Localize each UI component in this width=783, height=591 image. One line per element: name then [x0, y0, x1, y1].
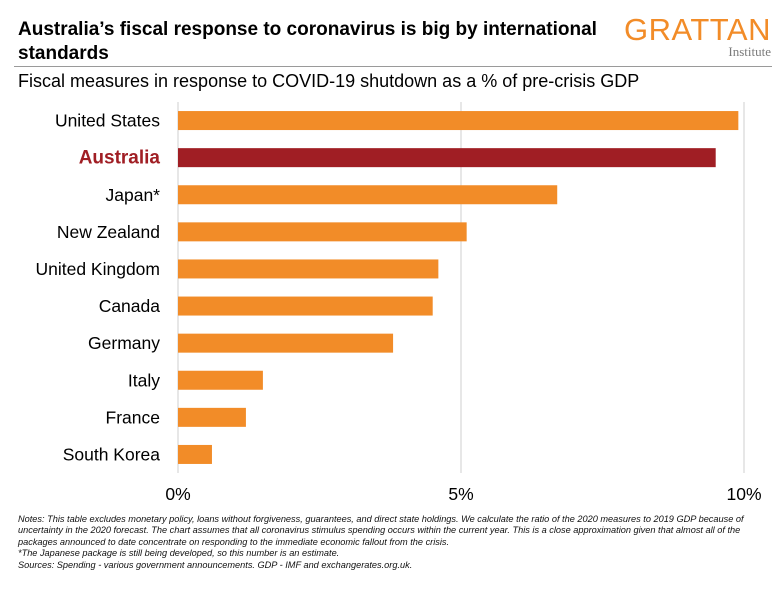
category-label: United States: [55, 111, 160, 131]
category-label: United Kingdom: [35, 259, 160, 279]
category-label: France: [106, 407, 160, 427]
logo-wordmark: GRATTAN: [623, 12, 771, 47]
bar: [178, 111, 739, 131]
chart-notes: Notes: This table excludes monetary poli…: [18, 514, 770, 571]
bar: [178, 185, 558, 205]
category-label: South Korea: [63, 444, 161, 464]
category-label: Italy: [128, 370, 160, 390]
bar-chart: United States Australia Japan* New Zealand U…: [35, 102, 762, 504]
category-label: Germany: [88, 333, 160, 353]
x-tick-label: 0%: [165, 484, 190, 504]
logo-subtitle: Institute: [728, 44, 771, 59]
bar: [178, 333, 394, 353]
chart-subtitle: Fiscal measures in response to COVID-19 …: [18, 71, 640, 91]
notes-sources: Sources: Spending - various government a…: [18, 559, 413, 570]
notes-footnote: *The Japanese package is still being dev…: [18, 548, 340, 559]
bar: [178, 259, 439, 279]
category-label: Australia: [79, 148, 161, 169]
bar: [178, 148, 716, 168]
chart-title: Australia’s fiscal response to coronavir…: [18, 19, 597, 64]
title-divider: [14, 66, 772, 67]
bar: [178, 407, 246, 427]
grattan-logo: GRATTAN Institute: [624, 14, 771, 60]
bar: [178, 296, 433, 316]
bar: [178, 444, 212, 464]
category-label: New Zealand: [57, 222, 160, 242]
bar: [178, 222, 467, 242]
category-label: Japan*: [106, 185, 161, 205]
x-tick-label: 10%: [726, 484, 761, 504]
x-tick-label: 5%: [448, 484, 473, 504]
notes-text: Notes: This table excludes monetary poli…: [18, 514, 744, 547]
category-label: Canada: [99, 296, 161, 316]
bar: [178, 370, 263, 390]
